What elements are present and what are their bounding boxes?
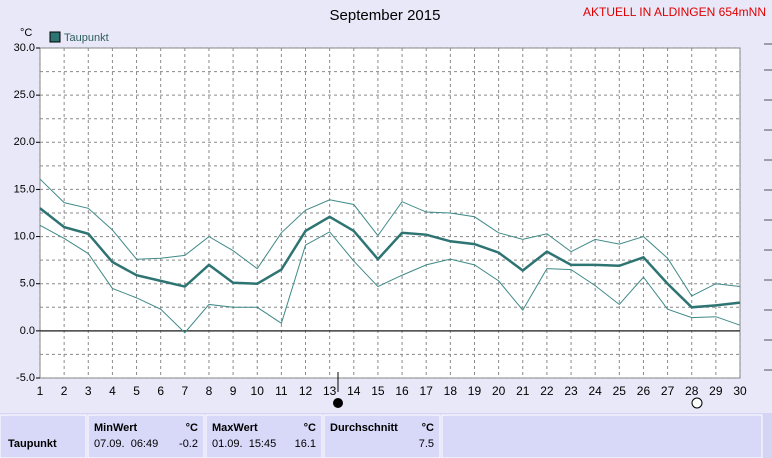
x-tick-label: 15 [371, 384, 385, 398]
x-tick-label: 5 [133, 384, 140, 398]
x-tick-label: 2 [61, 384, 68, 398]
moon-full [691, 397, 703, 409]
x-tick-label: 7 [181, 384, 188, 398]
x-tick-label: 18 [444, 384, 458, 398]
station-label: AKTUELL IN ALDINGEN 654mNN [583, 5, 766, 19]
y-tick-label: 25.0 [14, 89, 35, 101]
x-tick-label: 19 [468, 384, 482, 398]
x-tick-label: 20 [492, 384, 506, 398]
cell-value: 7.5 [419, 438, 434, 450]
x-tick-label: 8 [206, 384, 213, 398]
table-cell [87, 414, 205, 458]
table-cell [205, 414, 323, 458]
column-title: MaxWert [212, 422, 258, 434]
x-tick-label: 9 [230, 384, 237, 398]
y-tick-label: -5.0 [16, 372, 35, 384]
legend-label: Taupunkt [64, 32, 109, 44]
x-tick-label: 4 [109, 384, 116, 398]
column-title: Durchschnitt [330, 422, 398, 434]
x-tick-label: 6 [157, 384, 164, 398]
x-tick-label: 11 [275, 384, 288, 398]
series-line [39, 224, 741, 334]
cell-time: 01.09. 15:45 [212, 438, 276, 450]
x-tick-label: 16 [395, 384, 409, 398]
y-tick-label: 15.0 [14, 183, 35, 195]
x-tick-label: 17 [420, 384, 434, 398]
x-tick-label: 13 [323, 384, 337, 398]
table-cell [323, 414, 441, 458]
x-tick-label: 28 [685, 384, 699, 398]
x-tick-label: 30 [733, 384, 747, 398]
y-tick-label: 0.0 [20, 325, 35, 337]
legend-swatch [49, 31, 61, 43]
x-tick-label: 3 [85, 384, 92, 398]
x-tick-label: 12 [299, 384, 313, 398]
table-cell [0, 414, 87, 458]
x-tick-label: 23 [564, 384, 578, 398]
x-tick-label: 29 [709, 384, 723, 398]
chart-title: September 2015 [330, 7, 441, 24]
table-cell [441, 414, 763, 458]
y-tick-label: 10.0 [14, 230, 35, 242]
series-line [39, 207, 741, 309]
x-tick-label: 26 [637, 384, 651, 398]
stats-table: MinWert °C MaxWert °C Durchschnitt °C Taupunkt… [0, 413, 772, 458]
row-label: Taupunkt [8, 438, 57, 450]
cell-value: -0.2 [179, 438, 198, 450]
y-tick-label: 20.0 [14, 136, 35, 148]
cell-value: 16.1 [295, 438, 316, 450]
x-tick-label: 1 [37, 384, 44, 398]
series-line [39, 178, 741, 297]
x-tick-label: 24 [588, 384, 602, 398]
moon-new [333, 398, 343, 408]
x-tick-label: 22 [540, 384, 554, 398]
column-unit: °C [422, 422, 434, 434]
column-title: MinWert [94, 422, 138, 434]
y-tick-label: 30.0 [14, 42, 35, 54]
x-tick-label: 14 [347, 384, 361, 398]
x-tick-label: 25 [613, 384, 627, 398]
x-tick-label: 21 [516, 384, 530, 398]
right-ticks [764, 43, 772, 371]
x-tick-label: 27 [661, 384, 675, 398]
y-tick-label: 5.0 [20, 278, 35, 290]
x-tick-label: 10 [251, 384, 265, 398]
cell-time: 07.09. 06:49 [94, 438, 158, 450]
y-unit: °C [20, 27, 32, 39]
column-unit: °C [304, 422, 316, 434]
column-unit: °C [186, 422, 198, 434]
